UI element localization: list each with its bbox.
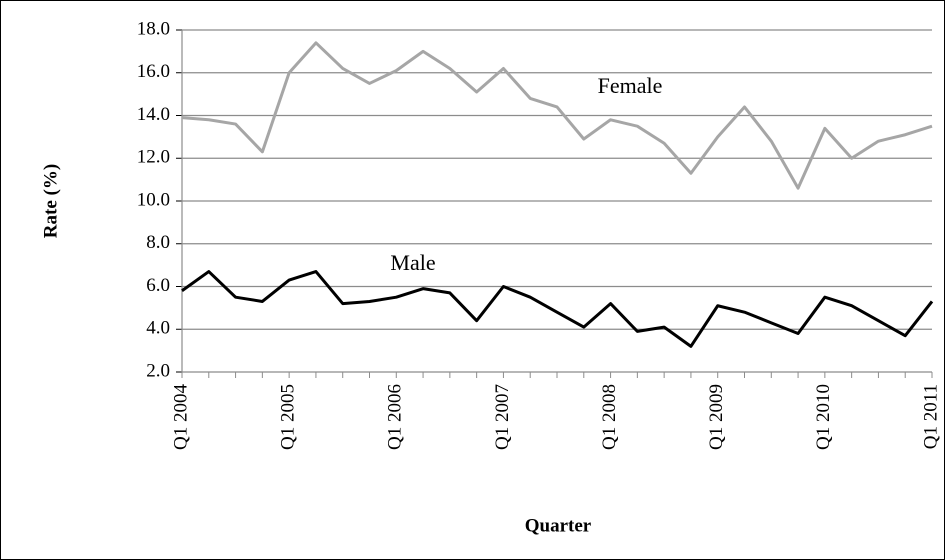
y-axis-label: Rate (%) (40, 164, 61, 238)
y-tick-label: 2.0 (146, 360, 170, 381)
x-tick-label: Q1 2009 (706, 384, 727, 450)
y-tick-label: 12.0 (137, 147, 170, 168)
series-annotation: Female (598, 73, 663, 98)
y-tick-label: 6.0 (146, 275, 170, 296)
y-tick-label: 10.0 (137, 189, 170, 210)
x-tick-label: Q1 2005 (278, 384, 299, 450)
series-line (181, 270, 934, 348)
x-tick-label: Q1 2006 (385, 384, 406, 450)
x-tick-label: Q1 2010 (813, 384, 834, 450)
x-tick-label: Q1 2008 (599, 384, 620, 450)
y-tick-label: 18.0 (137, 18, 170, 39)
y-tick-label: 8.0 (146, 232, 170, 253)
x-tick-label: Q1 2011 (920, 384, 941, 449)
series-line (181, 41, 933, 190)
x-axis-label: Quarter (525, 515, 592, 536)
series-annotation: Male (390, 250, 435, 275)
x-tick-label: Q1 2007 (492, 384, 513, 450)
y-tick-label: 14.0 (137, 104, 170, 125)
y-tick-label: 4.0 (146, 318, 170, 339)
y-tick-label: 16.0 (137, 61, 170, 82)
x-tick-label: Q1 2004 (170, 384, 191, 450)
